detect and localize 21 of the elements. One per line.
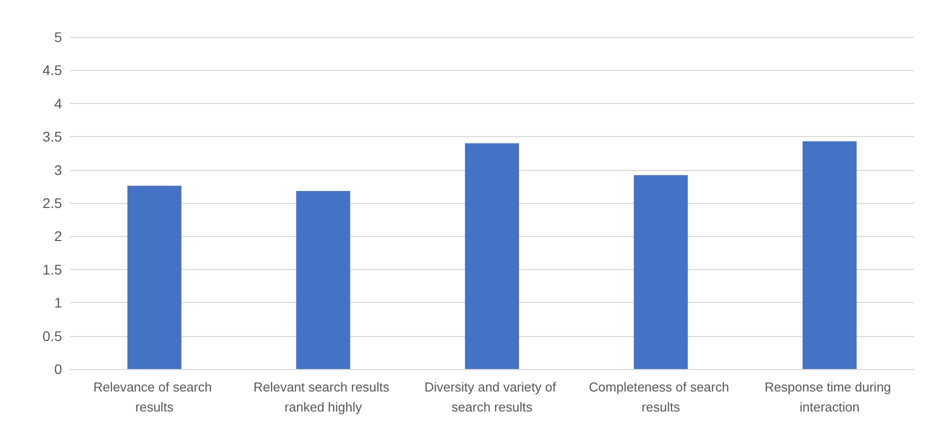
x-tick-label: Completeness of search results <box>588 380 733 414</box>
bar <box>464 143 520 369</box>
x-tick-label: Diversity and variety of search results <box>424 380 560 414</box>
y-tick-label: 0.5 <box>42 328 62 344</box>
y-tick-label: 2 <box>54 228 62 244</box>
bar <box>127 186 182 369</box>
x-tick-label: Response time during interaction <box>764 380 895 414</box>
x-tick-label: Relevant search results ranked highly <box>253 380 393 414</box>
y-tick-label: 1 <box>54 294 62 311</box>
y-tick-label: 2.5 <box>42 195 62 211</box>
y-tick-label: 4 <box>54 95 62 112</box>
bar <box>634 175 688 369</box>
y-tick-label: 1.5 <box>42 261 62 278</box>
y-tick-label: 0 <box>54 361 62 377</box>
bar <box>296 191 350 369</box>
bar <box>802 141 857 369</box>
y-tick-label: 3 <box>54 162 62 178</box>
x-tick-label: Relevance of search results <box>93 380 216 414</box>
y-tick-label: 3.5 <box>42 128 62 145</box>
y-tick-label: 4.5 <box>42 62 62 78</box>
y-tick-label: 5 <box>54 29 62 45</box>
